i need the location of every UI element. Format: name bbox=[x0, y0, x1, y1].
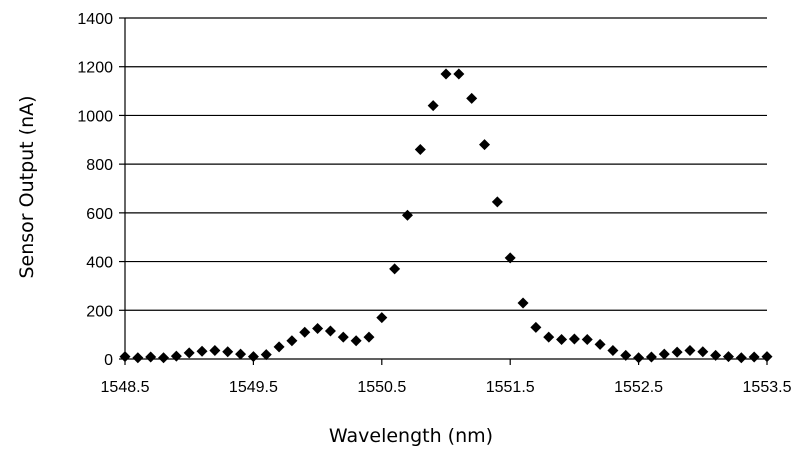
y-tick-label: 400 bbox=[86, 255, 113, 272]
data-point bbox=[645, 351, 657, 363]
data-point bbox=[440, 68, 452, 80]
data-point bbox=[170, 350, 182, 362]
y-tick-label: 1200 bbox=[77, 60, 113, 77]
data-point bbox=[119, 351, 131, 363]
y-tick-label: 800 bbox=[86, 157, 113, 174]
x-axis-title: Wavelength (nm) bbox=[329, 425, 493, 447]
data-point bbox=[684, 344, 696, 356]
x-tick-labels: 1548.5 1549.5 1550.5 1551.5 1552.5 1553.5 bbox=[101, 379, 792, 396]
data-point bbox=[183, 347, 195, 359]
data-point bbox=[260, 349, 272, 361]
data-point bbox=[299, 326, 311, 338]
data-point bbox=[479, 139, 491, 151]
y-tick-label: 1400 bbox=[77, 11, 113, 28]
data-point bbox=[453, 68, 465, 80]
y-tick-label: 0 bbox=[104, 352, 113, 369]
data-point bbox=[376, 312, 388, 324]
data-point bbox=[324, 325, 336, 337]
data-point bbox=[389, 263, 401, 275]
data-point bbox=[530, 321, 542, 333]
data-point bbox=[568, 333, 580, 345]
data-point bbox=[350, 335, 362, 347]
data-points bbox=[119, 68, 773, 364]
data-point bbox=[556, 334, 568, 346]
data-point bbox=[761, 351, 773, 363]
data-point bbox=[132, 352, 144, 364]
y-tick-label: 600 bbox=[86, 206, 113, 223]
data-point bbox=[286, 335, 298, 347]
data-point bbox=[196, 345, 208, 357]
data-point bbox=[722, 351, 734, 363]
y-tick-label: 1000 bbox=[77, 108, 113, 125]
x-tick-label: 1552.5 bbox=[614, 379, 663, 396]
data-point bbox=[158, 352, 170, 364]
data-point bbox=[222, 346, 234, 358]
data-point bbox=[581, 334, 593, 346]
data-point bbox=[401, 209, 413, 221]
data-point bbox=[517, 297, 529, 309]
x-tick-label: 1549.5 bbox=[229, 379, 278, 396]
data-point bbox=[247, 351, 259, 363]
data-point bbox=[491, 196, 503, 208]
y-tick-labels: 0 200 400 600 800 1000 1200 1400 bbox=[77, 11, 113, 369]
x-tick-label: 1550.5 bbox=[357, 379, 406, 396]
data-point bbox=[235, 348, 247, 360]
data-point bbox=[633, 352, 645, 364]
x-tick-label: 1548.5 bbox=[101, 379, 150, 396]
data-point bbox=[504, 252, 516, 264]
data-point bbox=[145, 351, 157, 363]
data-point bbox=[543, 331, 555, 343]
y-axis-title: Sensor Output (nA) bbox=[16, 95, 38, 278]
data-point bbox=[414, 144, 426, 156]
data-point bbox=[337, 331, 349, 343]
x-tick-label: 1553.5 bbox=[743, 379, 792, 396]
y-tick-label: 200 bbox=[86, 303, 113, 320]
data-point bbox=[710, 349, 722, 361]
data-point bbox=[697, 346, 709, 358]
x-tick-label: 1551.5 bbox=[486, 379, 535, 396]
data-point bbox=[735, 352, 747, 364]
data-point bbox=[594, 338, 606, 350]
data-point bbox=[466, 92, 478, 104]
data-point bbox=[209, 344, 221, 356]
data-point bbox=[607, 344, 619, 356]
data-point bbox=[312, 323, 324, 335]
data-point bbox=[363, 331, 375, 343]
data-point bbox=[620, 349, 632, 361]
data-point bbox=[658, 348, 670, 360]
data-point bbox=[427, 100, 439, 112]
grid-lines bbox=[125, 17, 767, 311]
data-point bbox=[748, 351, 760, 363]
axes bbox=[119, 17, 768, 365]
data-point bbox=[671, 346, 683, 358]
data-point bbox=[273, 341, 285, 353]
